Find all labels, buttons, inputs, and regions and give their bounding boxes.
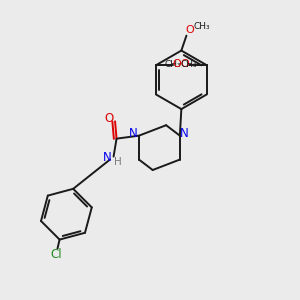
Text: CH₃: CH₃ <box>165 60 181 69</box>
Text: CH₃: CH₃ <box>181 60 197 69</box>
Text: N: N <box>103 151 112 164</box>
Text: Cl: Cl <box>50 248 62 261</box>
Text: N: N <box>180 127 189 140</box>
Text: H: H <box>114 157 122 167</box>
Text: O: O <box>185 25 194 35</box>
Text: O: O <box>181 59 189 69</box>
Text: O: O <box>173 59 182 69</box>
Text: CH₃: CH₃ <box>193 22 210 31</box>
Text: O: O <box>104 112 114 125</box>
Text: N: N <box>129 127 138 140</box>
